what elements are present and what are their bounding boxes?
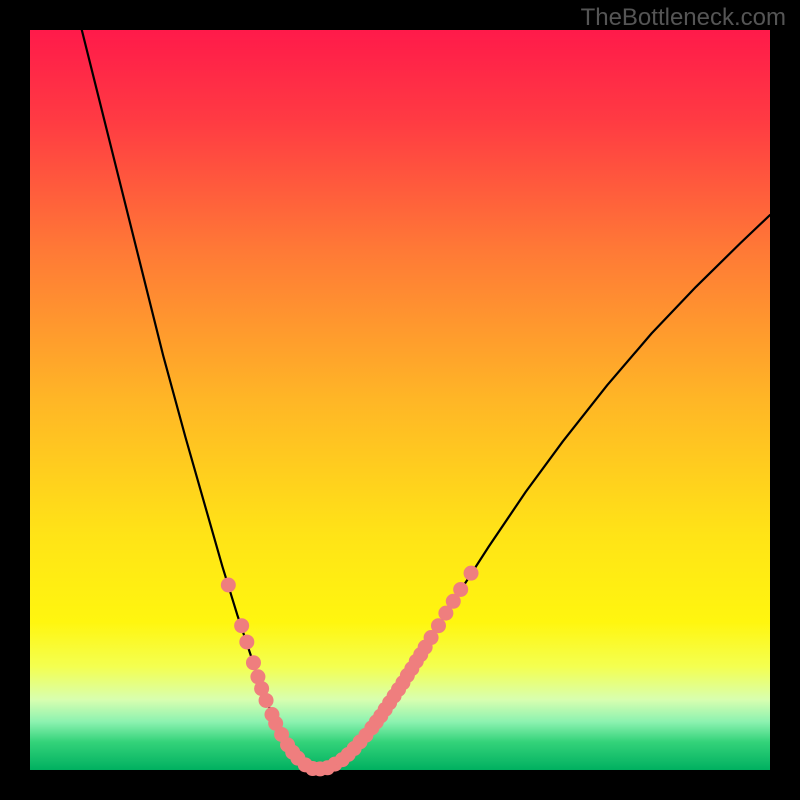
data-marker: [274, 727, 289, 742]
data-marker: [298, 757, 313, 772]
data-marker: [264, 707, 279, 722]
data-marker: [221, 578, 236, 593]
data-marker: [464, 566, 479, 581]
data-marker: [327, 757, 342, 772]
data-marker: [285, 745, 300, 760]
data-marker: [305, 761, 320, 776]
data-marker: [391, 682, 406, 697]
data-marker: [280, 737, 295, 752]
chart-frame: TheBottleneck.com: [0, 0, 800, 800]
data-marker: [446, 594, 461, 609]
data-marker: [268, 716, 283, 731]
data-marker: [369, 714, 384, 729]
data-marker: [335, 752, 350, 767]
data-marker: [254, 681, 269, 696]
data-marker: [378, 702, 393, 717]
data-marker: [341, 747, 356, 762]
data-marker: [246, 655, 261, 670]
data-marker: [418, 640, 433, 655]
data-marker: [250, 669, 265, 684]
data-marker: [395, 675, 410, 690]
gradient-background: [30, 30, 770, 770]
data-marker: [373, 708, 388, 723]
data-marker: [358, 728, 373, 743]
watermark-text: TheBottleneck.com: [581, 4, 786, 32]
data-marker: [431, 618, 446, 633]
data-marker: [387, 689, 402, 704]
data-marker: [409, 654, 424, 669]
data-marker: [259, 693, 274, 708]
data-marker: [453, 582, 468, 597]
data-marker: [413, 647, 428, 662]
data-marker: [290, 751, 305, 766]
data-marker: [313, 761, 328, 776]
data-markers: [221, 566, 479, 777]
data-marker: [438, 606, 453, 621]
data-marker: [239, 634, 254, 649]
data-marker: [234, 618, 249, 633]
data-marker: [347, 741, 362, 756]
data-marker: [400, 668, 415, 683]
data-marker: [404, 661, 419, 676]
data-marker: [320, 760, 335, 775]
bottleneck-curve: [82, 30, 770, 769]
data-marker: [353, 734, 368, 749]
data-marker: [424, 630, 439, 645]
data-marker: [382, 695, 397, 710]
data-marker: [364, 720, 379, 735]
chart-svg: [0, 0, 800, 800]
